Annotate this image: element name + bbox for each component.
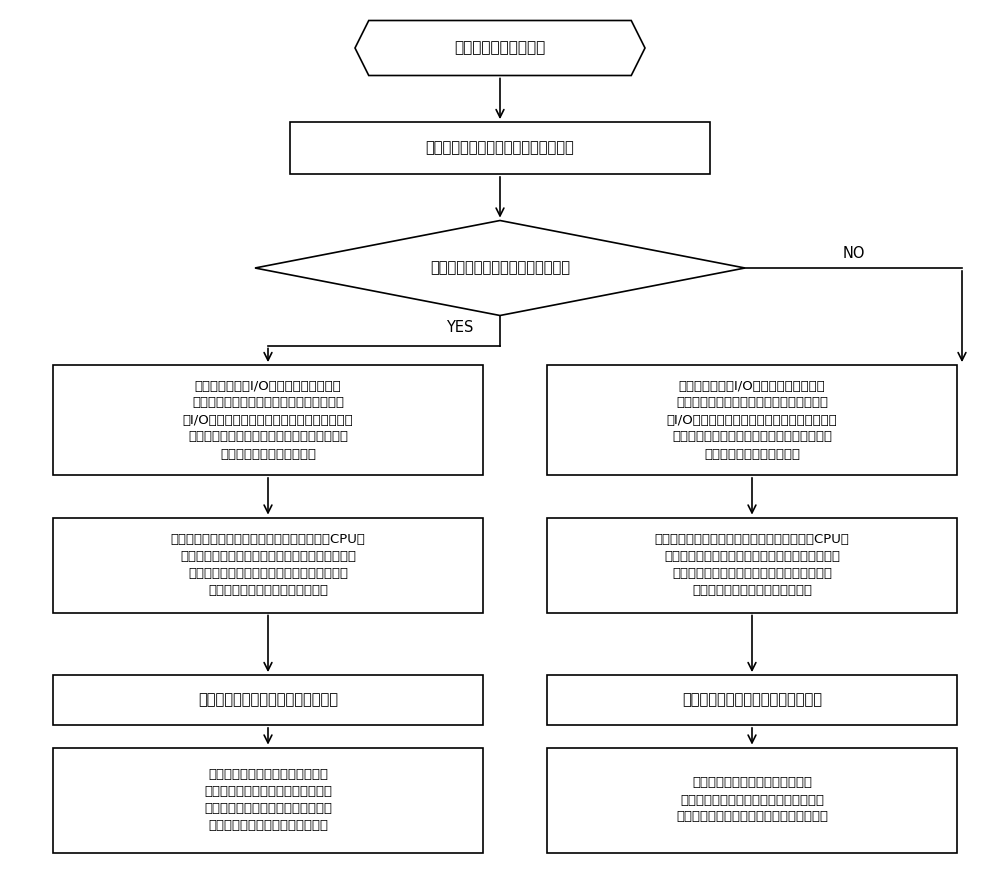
Polygon shape [255, 220, 745, 316]
Text: 在主控模块控制I/O端口刷新前，将当前
电量数据和校验码存储到非易失存储器中，
在I/O端口刷新后，对当前电量数据进行校验，
并在运行过程中由主控模块通过计量芯: 在主控模块控制I/O端口刷新前，将当前 电量数据和校验码存储到非易失存储器中， … [183, 379, 353, 460]
Text: 单相智能电能表的主控模块控制关闭射频卡或CPU卡
的寻卡检测功能、电费计算功能、购电记录功能、
异常插卡的检测和记录功能、阶梯电价功能、
费率电价功能和年阶梯结: 单相智能电能表的主控模块控制关闭射频卡或CPU卡 的寻卡检测功能、电费计算功能、… [171, 533, 365, 597]
Bar [547, 747, 957, 853]
Text: 主控模块自动对本地费控模式下的
历史电量、购电次数和剩余金额进行
结算和保存，对切换时间、切换者和
当前的费控模式进行记录和保存。: 主控模块自动对本地费控模式下的 历史电量、购电次数和剩余金额进行 结算和保存，对… [204, 768, 332, 832]
Text: 主控模块自动对远程费控模式下的
历史电量进行结算和保存，对切换时间、
切换者和当前的费控模式进行记录和保存。: 主控模块自动对远程费控模式下的 历史电量进行结算和保存，对切换时间、 切换者和当… [676, 777, 828, 823]
Bar [547, 365, 957, 475]
Text: 电能表内的时间到达预设的切换时间；: 电能表内的时间到达预设的切换时间； [426, 141, 574, 155]
Text: 等待费控模式切换信号: 等待费控模式切换信号 [454, 40, 546, 55]
Bar [53, 675, 483, 725]
Bar [547, 675, 957, 725]
Text: 自动进行显示模块显示内容的切换；: 自动进行显示模块显示内容的切换； [682, 692, 822, 707]
Bar [53, 365, 483, 475]
Text: 本地费控模式切换至远程费控模式？: 本地费控模式切换至远程费控模式？ [430, 260, 570, 276]
Bar [53, 517, 483, 613]
Bar [290, 122, 710, 174]
Bar [547, 517, 957, 613]
Text: 在主控模块控制I/O端口刷新前，将当前
电量数据和校验码存储到非易失存储器中，
在I/O端口刷新后，对当前电量数据进行校验，
并在运行过程中由主控模块通过计量芯: 在主控模块控制I/O端口刷新前，将当前 电量数据和校验码存储到非易失存储器中， … [667, 379, 837, 460]
Text: 单相智能电能表的主控模块控制开启射频卡或CPU卡
的寻卡检测功能、电费计算功能、购电记录功能、
异常插卡的检测和记录功能、阶梯电价功能、
费率电价功能和年阶梯结: 单相智能电能表的主控模块控制开启射频卡或CPU卡 的寻卡检测功能、电费计算功能、… [655, 533, 849, 597]
Polygon shape [355, 21, 645, 76]
Text: 自动进行显示模块显示内容的切换；: 自动进行显示模块显示内容的切换； [198, 692, 338, 707]
Text: YES: YES [446, 320, 474, 335]
Text: NO: NO [842, 245, 865, 260]
Bar [53, 747, 483, 853]
